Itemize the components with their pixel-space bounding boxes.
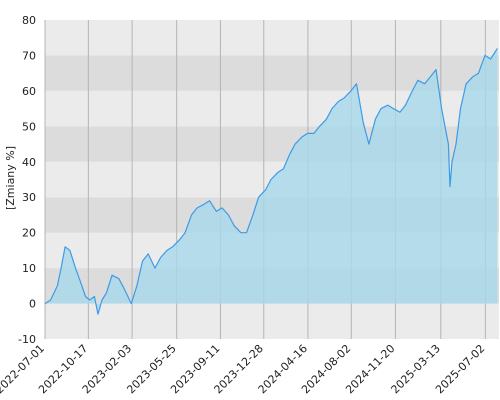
y-tick-label: 70	[22, 49, 36, 62]
series-layer	[44, 48, 498, 315]
grid-band	[45, 303, 499, 339]
y-tick-label: 80	[22, 14, 36, 27]
x-axis-ticks: 2022-07-012022-10-172023-02-032023-05-25…	[0, 342, 487, 396]
y-tick-label: -10	[18, 333, 36, 346]
y-tick-label: 50	[22, 120, 36, 133]
series-area	[45, 48, 498, 315]
y-tick-label: 60	[22, 85, 36, 98]
series-line	[44, 48, 498, 315]
y-tick-label: 20	[22, 227, 36, 240]
grid-band	[45, 20, 499, 56]
y-tick-label: 10	[22, 262, 36, 275]
y-tick-label: 40	[22, 156, 36, 169]
y-axis-ticks: -10 0 10 20 30 40 50 60 70 80	[18, 14, 36, 346]
y-axis-title: [Zmiany %]	[4, 146, 17, 210]
y-tick-label: 30	[22, 191, 36, 204]
y-tick-label: 0	[29, 298, 36, 311]
